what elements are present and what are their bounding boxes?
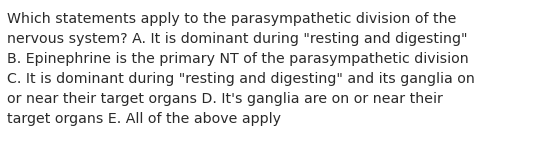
Text: Which statements apply to the parasympathetic division of the
nervous system? A.: Which statements apply to the parasympat… [7,12,475,126]
